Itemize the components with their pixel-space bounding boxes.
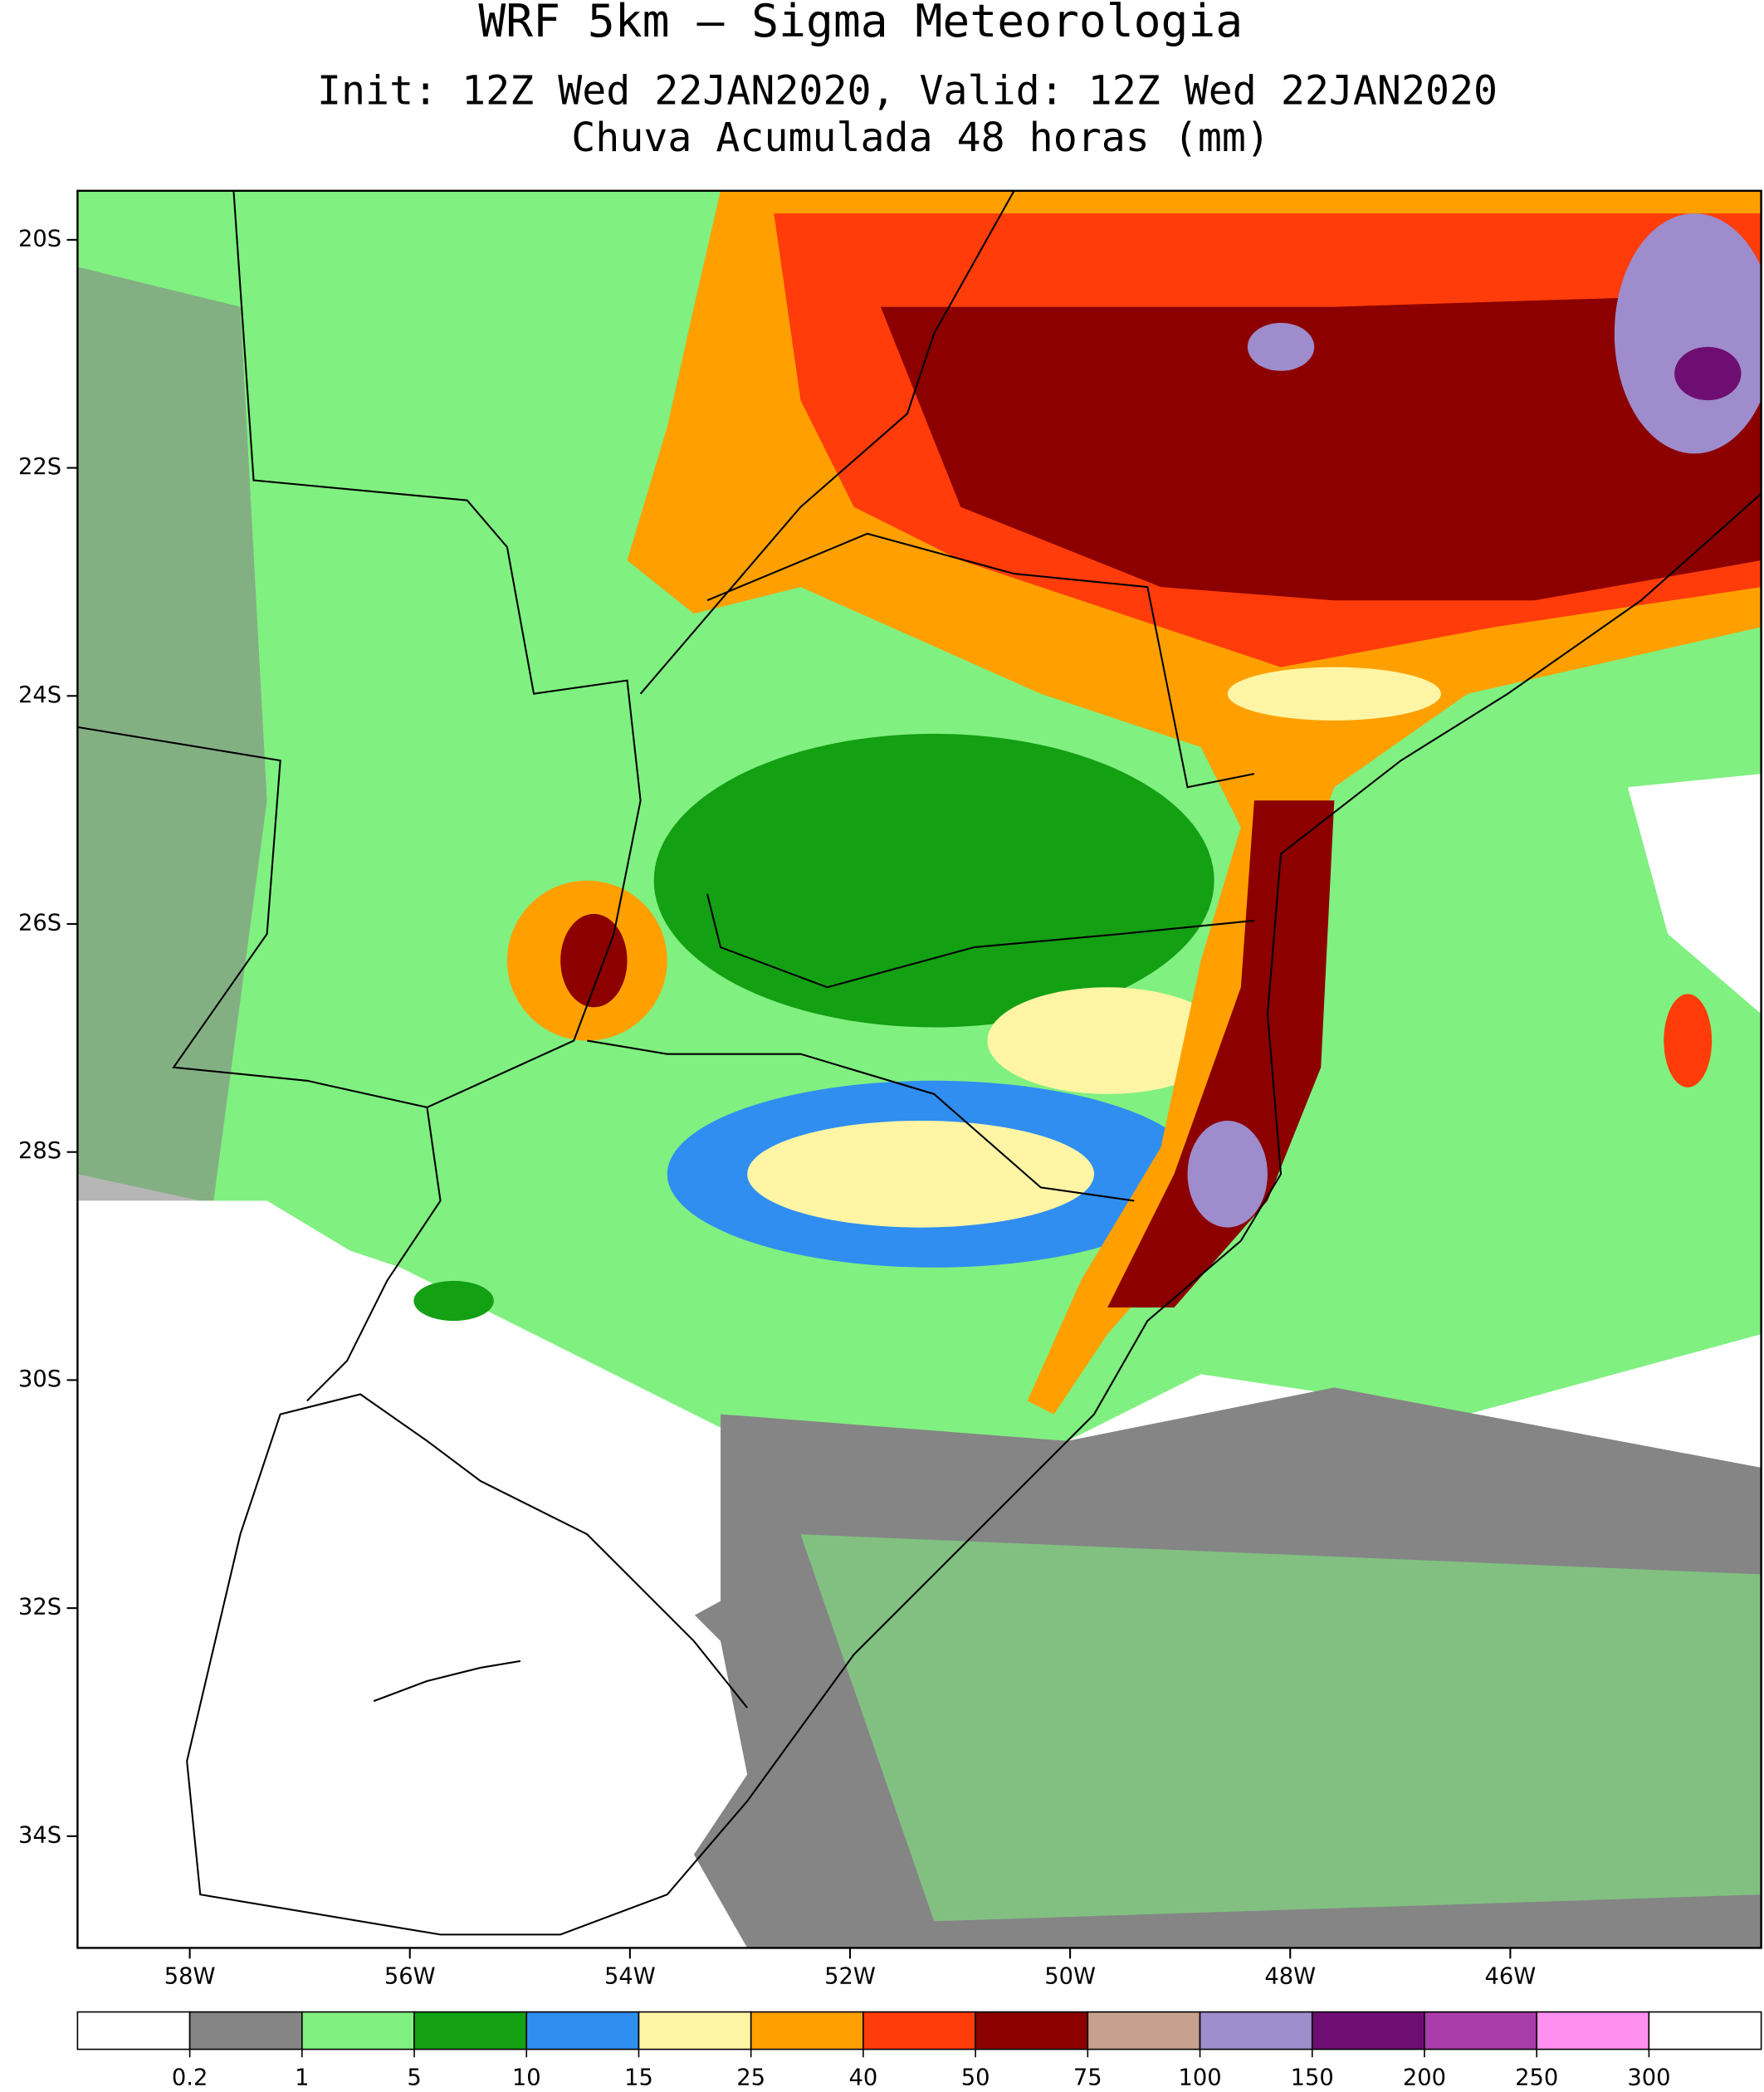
coastline [186,492,1762,1936]
field-yellow [1227,667,1441,721]
x-tick-label: 54W [604,1963,656,1989]
border-line [587,1039,1135,1202]
colorbar-swatch [1648,2011,1762,2050]
colorbar-swatch [1311,2011,1425,2050]
y-tick-label: 24S [18,682,61,708]
precip-field [77,190,1762,1948]
x-tick-label: 56W [384,1963,436,1989]
border-line [639,190,1015,695]
field-lavender [1247,322,1315,371]
x-tick-label: 46W [1484,1963,1536,1989]
colorbar-label: 150 [1291,2065,1334,2090]
colorbar-swatch [862,2011,976,2050]
field-purple [1674,346,1742,401]
x-tick-label: 48W [1264,1963,1316,1989]
map-title: WRF 5km — Sigma Meteorologia [478,0,1243,47]
field-green-core [653,733,1214,1028]
y-tick-label: 28S [18,1138,61,1164]
field-green-spot [413,1280,494,1322]
y-tick-label: 20S [18,226,61,252]
colorbar-swatch [301,2011,415,2050]
field-white-east [1627,774,1762,1014]
colorbar-swatch [750,2011,864,2050]
colorbar-swatch [638,2011,752,2050]
map-subtitle: Init: 12Z Wed 22JAN2020, Valid: 12Z Wed … [317,68,1498,115]
colorbar-label: 5 [407,2065,421,2090]
colorbar-swatch [1536,2011,1650,2050]
boundaries [77,190,1762,1936]
colorbar-label: 250 [1515,2065,1558,2090]
field-lavender [1187,1121,1268,1228]
plot-frame [76,189,1762,1949]
colorbar-swatch [975,2011,1089,2050]
field-white-south [187,1387,748,1935]
field-red-east [1664,994,1713,1088]
colorbar-swatch [525,2011,640,2050]
border-line [306,1107,442,1402]
colorbar-label: 10 [512,2065,541,2090]
field-yellow [987,987,1228,1094]
colorbar-label: 75 [1073,2065,1102,2090]
field-white-west [77,1200,401,1415]
colorbar-label: 100 [1178,2065,1221,2090]
field-yellow [747,1121,1095,1228]
field-label: Chuva Acumulada 48 horas (mm) [571,115,1270,161]
colorbar-swatch [1087,2011,1201,2050]
x-tick-label: 50W [1044,1963,1096,1989]
y-tick-label: 34S [18,1822,61,1848]
colorbar-label: 300 [1627,2065,1670,2090]
colorbar-label: 200 [1403,2065,1446,2090]
x-tick-label: 58W [164,1963,216,1989]
field-darkred-band [880,293,1762,601]
x-tick-label: 52W [824,1963,876,1989]
colorbar-swatch [413,2011,528,2050]
colorbar-swatch [188,2011,303,2050]
field-gray-west [77,266,267,1228]
lake-outline [373,1659,521,1703]
border-line [706,893,1254,989]
colorbar-label: 1 [295,2065,309,2090]
colorbar-swatch [1424,2011,1537,2050]
border-line [77,190,642,1109]
y-tick-label: 30S [18,1366,61,1392]
field-green-streaks [800,1534,1762,1922]
colorbar-label: 50 [961,2065,990,2090]
y-tick-label: 32S [18,1595,61,1620]
colorbar-swatch [76,2011,191,2050]
y-tick-label: 26S [18,911,61,936]
colorbar-label: 40 [849,2065,878,2090]
colorbar-swatch [1199,2011,1313,2050]
colorbar-label: 25 [736,2065,765,2090]
colorbar-label: 0.2 [172,2065,208,2090]
y-tick-label: 22S [18,454,61,480]
field-darkred-coast [1107,800,1335,1308]
field-darkred [560,913,628,1008]
colorbar-label: 15 [624,2065,653,2090]
border-line [706,532,1255,789]
